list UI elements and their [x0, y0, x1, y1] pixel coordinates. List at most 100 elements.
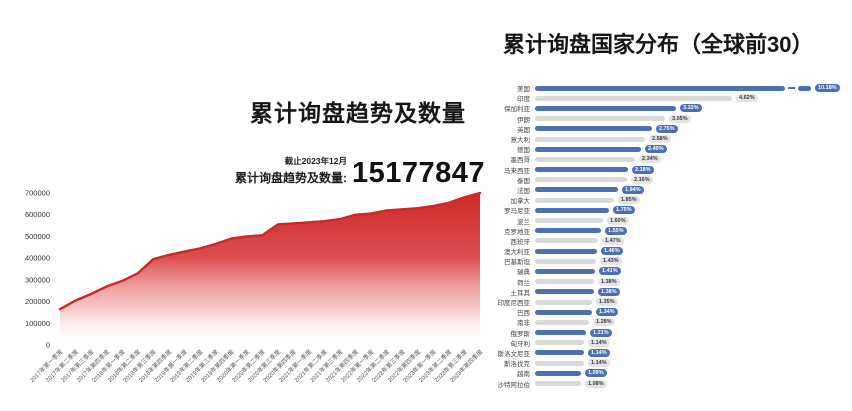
- bar-track: 2.58%: [535, 135, 671, 144]
- value-badge: 1.34%: [596, 308, 618, 317]
- y-tick-label: 300000: [25, 275, 50, 284]
- bar-row: 意大利 2.58%: [490, 134, 852, 144]
- value-badge: 2.18%: [632, 165, 654, 174]
- bar-row: 荷兰 1.38%: [490, 277, 852, 287]
- country-label: 荷兰: [517, 279, 530, 287]
- value-badge: 2.34%: [639, 155, 661, 164]
- country-label: 意大利: [510, 137, 531, 145]
- bar-track: 1.41%: [535, 267, 621, 276]
- stat-label: 累计询盘趋势及数量:: [235, 171, 347, 185]
- trend-chart-title: 累计询盘趋势及数量: [250, 100, 466, 126]
- bar-track: 1.55%: [535, 226, 627, 235]
- bar-row: 沙特阿拉伯 1.08%: [490, 378, 852, 389]
- bar: [535, 330, 586, 336]
- trend-stat: 截止2023年12月 累计询盘趋势及数量: 15177847: [233, 155, 485, 188]
- country-label: 澳大利亚: [504, 249, 530, 257]
- bar-row: 斯洛文尼亚 1.14%: [490, 348, 852, 358]
- country-label: 印度: [517, 96, 530, 104]
- value-badge: 1.35%: [596, 298, 618, 307]
- bar-track: 2.18%: [535, 165, 654, 174]
- country-chart-section: 累计询盘国家分布（全球前30） 美国 10.18% 印度 4.62% 保加利亚 3.32%…: [490, 0, 852, 411]
- bar: [535, 309, 592, 315]
- bar: [535, 85, 785, 91]
- value-badge: 1.09%: [585, 369, 607, 378]
- country-label: 美国: [517, 86, 530, 94]
- bar-row: 泰国 2.16%: [490, 175, 852, 185]
- value-badge: 1.14%: [588, 338, 610, 347]
- bar-track: 3.32%: [535, 104, 702, 113]
- country-label: 墨西哥: [510, 157, 531, 165]
- country-label: 克罗地亚: [504, 228, 530, 236]
- country-label: 印度尼西亚: [497, 300, 531, 308]
- country-label: 斯洛文尼亚: [497, 350, 531, 358]
- bar-track: 1.08%: [535, 379, 607, 388]
- y-tick-label: 700000: [25, 189, 50, 198]
- y-tick-label: 200000: [25, 297, 50, 306]
- y-tick-label: 0: [46, 341, 50, 350]
- country-label: 保加利亚: [504, 106, 530, 114]
- bar: [535, 167, 628, 173]
- bar-chart: 美国 10.18% 印度 4.62% 保加利亚 3.32% 伊朗 3.05% 英国 2.75% 意大…: [490, 83, 852, 389]
- value-badge: 1.55%: [605, 226, 627, 235]
- bar-row: 克罗地亚 1.55%: [490, 226, 852, 236]
- value-badge: 1.28%: [593, 318, 615, 327]
- bar-track: 1.85%: [535, 196, 640, 205]
- bar-row: 南非 1.28%: [490, 317, 852, 327]
- country-label: 巴基斯坦: [504, 259, 530, 267]
- bar: [535, 381, 581, 387]
- bar-row: 加拿大 1.85%: [490, 195, 852, 205]
- trend-chart-section: 累计询盘趋势及数量 截止2023年12月 累计询盘趋势及数量: 15177847…: [25, 100, 485, 385]
- y-tick-label: 500000: [25, 232, 50, 241]
- y-tick-label: 600000: [25, 210, 50, 219]
- country-label: 俄罗斯: [510, 330, 531, 338]
- value-badge: 2.58%: [649, 135, 671, 144]
- bar-track: 1.46%: [535, 247, 623, 256]
- bar: [535, 299, 592, 305]
- y-tick-label: 400000: [25, 254, 50, 263]
- bar-track: 1.21%: [535, 328, 612, 337]
- country-chart-title: 累计询盘国家分布（全球前30）: [503, 32, 814, 57]
- bar-row: 墨西哥 2.34%: [490, 154, 852, 164]
- country-label: 英国: [517, 126, 530, 134]
- country-label: 法国: [517, 187, 530, 195]
- y-tick-label: 100000: [25, 319, 50, 328]
- bar-row: 马来西亚 2.18%: [490, 165, 852, 175]
- bar: [535, 177, 627, 183]
- value-badge: 3.32%: [680, 104, 702, 113]
- bar: [535, 360, 584, 366]
- bar-track: 1.38%: [535, 287, 620, 296]
- bar: [535, 207, 609, 213]
- area-chart: 0 100000 200000 300000 400000 500000 600000 700…: [25, 189, 484, 385]
- bar: [535, 238, 598, 244]
- bar: [535, 279, 594, 285]
- value-badge: 1.43%: [600, 257, 622, 266]
- bar: [535, 350, 584, 356]
- bar: [535, 95, 732, 101]
- bar-row: 罗马尼亚 1.75%: [490, 205, 852, 215]
- bar: [535, 319, 589, 325]
- bar-row: 印度尼西亚 1.35%: [490, 297, 852, 307]
- country-label: 马来西亚: [504, 167, 530, 175]
- bar: [535, 289, 594, 295]
- value-badge: 2.16%: [631, 175, 653, 184]
- bar-row: 印度 4.62%: [490, 93, 852, 103]
- value-badge: 10.18%: [815, 84, 840, 93]
- bar: [535, 156, 635, 162]
- bar-track: 1.94%: [535, 185, 644, 194]
- bar: [535, 146, 641, 152]
- bar: [535, 218, 603, 224]
- bar-track: 1.28%: [535, 318, 615, 327]
- country-label: 德国: [517, 147, 530, 155]
- bar-track: 1.38%: [535, 277, 620, 286]
- value-badge: 3.05%: [669, 114, 691, 123]
- bar-row: 伊朗 3.05%: [490, 114, 852, 124]
- bar-row: 瑞典 1.41%: [490, 266, 852, 276]
- bar: [535, 116, 665, 122]
- country-label: 加拿大: [510, 198, 531, 206]
- value-badge: 1.14%: [588, 348, 610, 357]
- value-badge: 1.60%: [607, 216, 629, 225]
- bar-track: 1.09%: [535, 369, 607, 378]
- bar: [535, 248, 597, 254]
- bar-track: 1.34%: [535, 308, 618, 317]
